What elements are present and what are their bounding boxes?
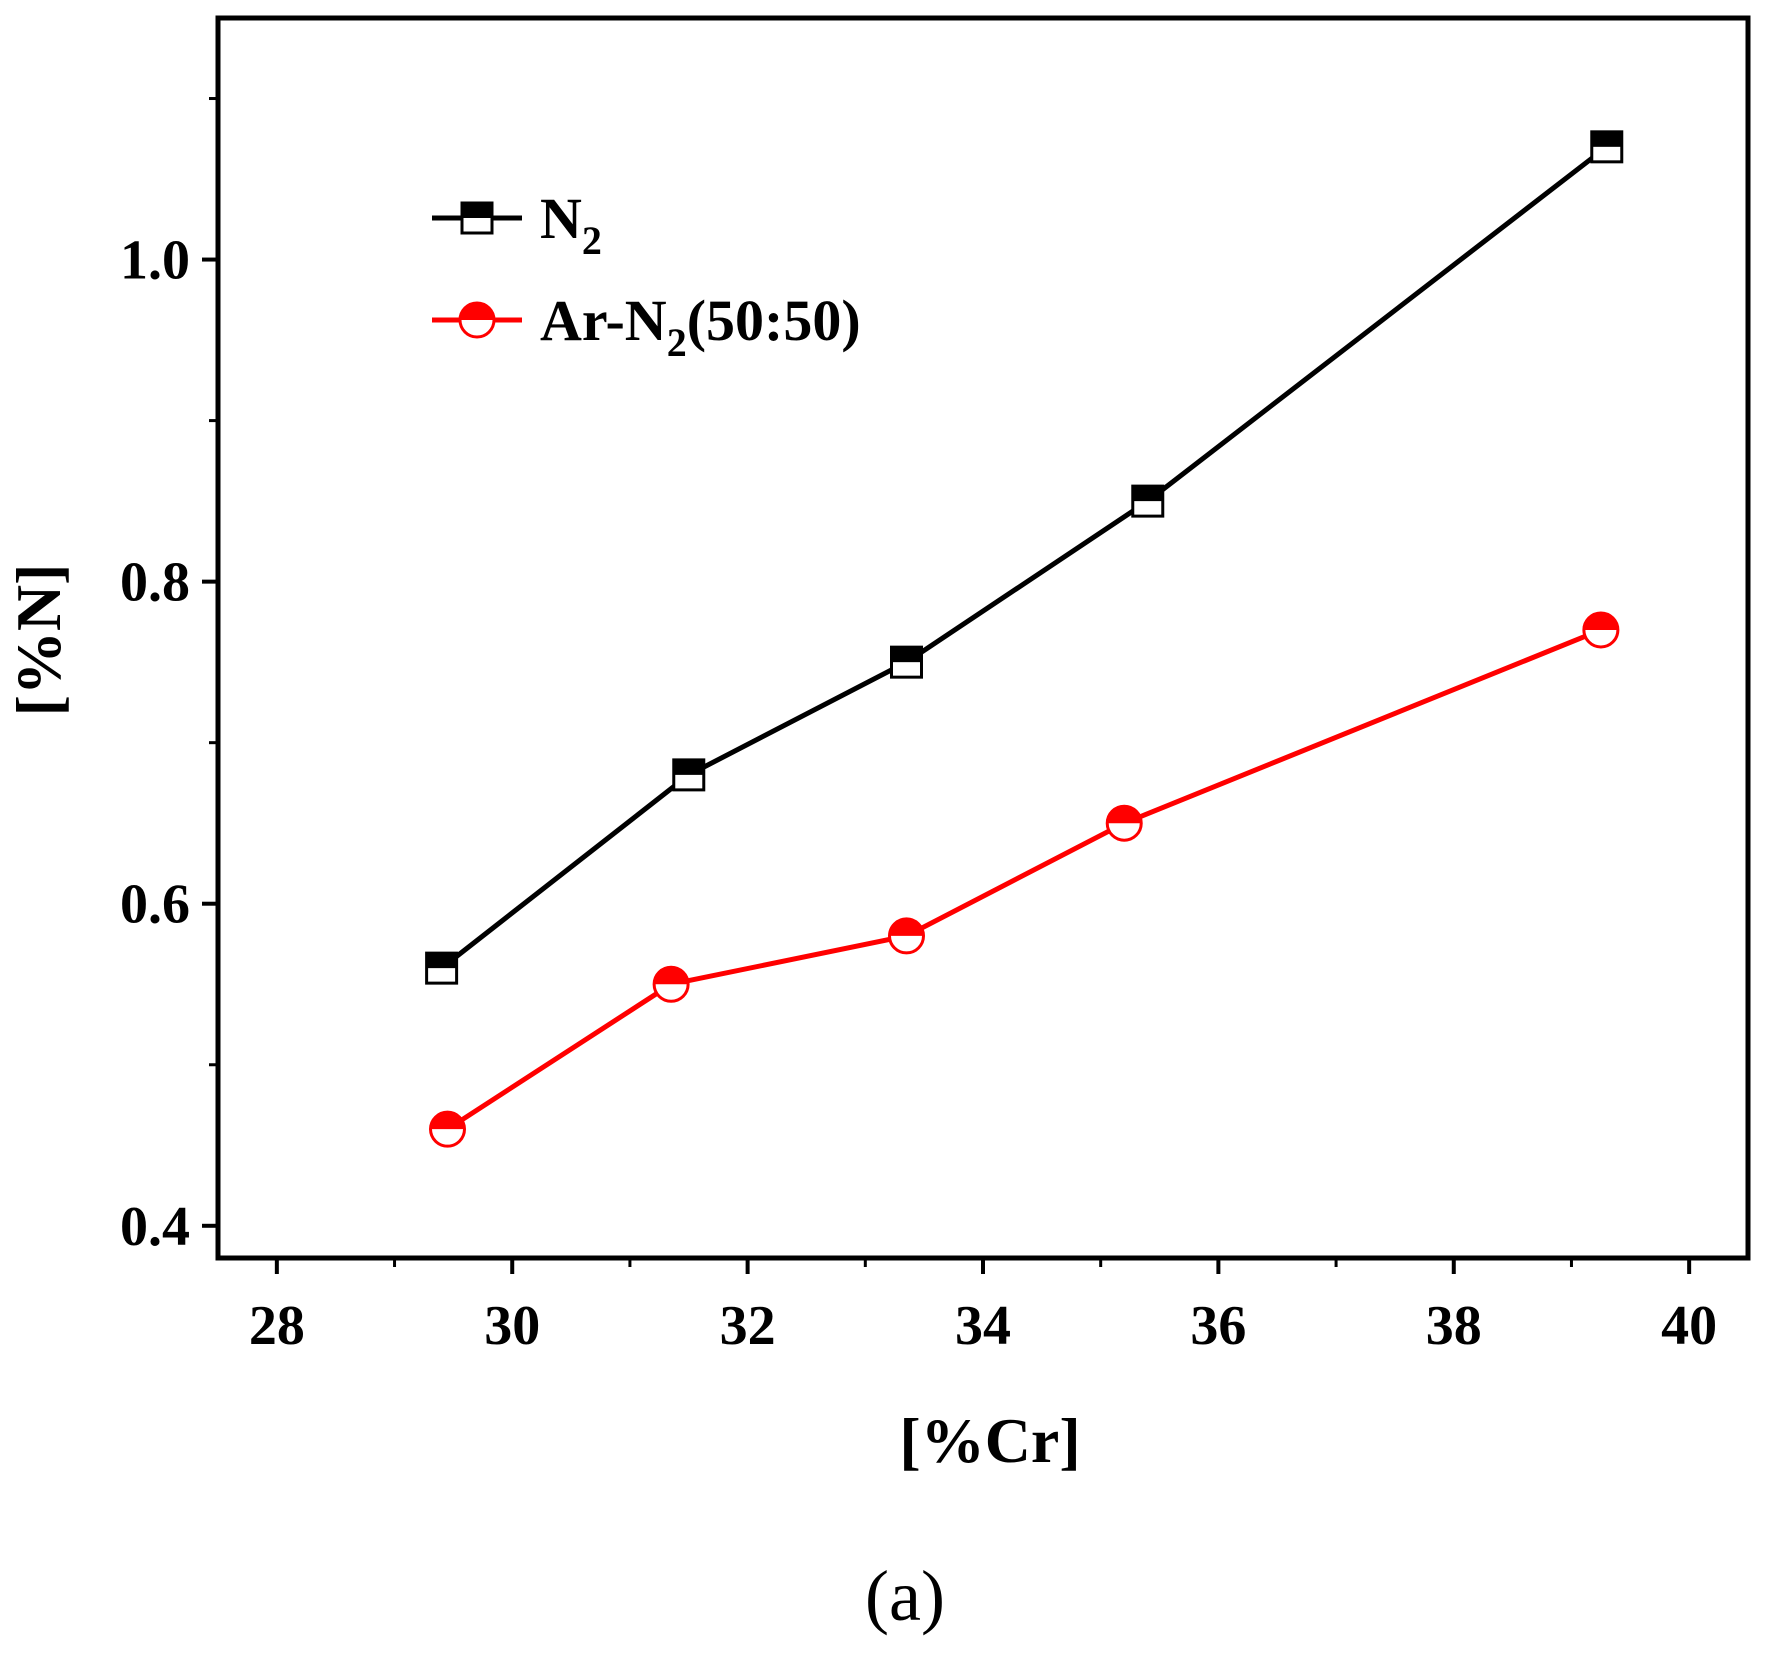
data-point-fill [430,1112,465,1130]
y-tick-label: 1.0 [120,230,190,292]
x-tick-label: 38 [1426,1295,1482,1357]
data-point-fill [654,967,689,985]
plot-frame [215,15,1751,1261]
data-point-fill [673,759,704,775]
x-axis-title: [%Cr] [899,1405,1080,1476]
legend-item-2: Ar-N2(50:50) [432,288,861,365]
figure-caption: (a) [865,1556,945,1636]
data-point-fill [426,953,457,969]
x-tick-label: 28 [249,1295,305,1357]
series-1 [425,130,1624,985]
data-point-fill [1583,612,1618,630]
data-point-fill [1132,486,1163,502]
x-tick-label: 30 [484,1295,540,1357]
legend-item-1: N2 [432,186,602,263]
series-line [440,144,1609,971]
series-2 [429,611,1620,1148]
x-tick-label: 32 [720,1295,776,1357]
y-tick-label: 0.4 [120,1196,190,1258]
legend-marker-fill [460,303,494,320]
data-point-fill [889,918,924,936]
x-tick-label: 40 [1661,1295,1717,1357]
x-tick-label: 34 [955,1295,1011,1357]
y-tick-label: 0.8 [120,552,190,614]
legend-label: N2 [540,186,602,263]
legend: N2 Ar-N2(50:50) [432,186,861,365]
legend-label: Ar-N2(50:50) [540,288,861,365]
y-tick-label: 0.6 [120,874,190,936]
series-line [446,627,1602,1132]
axis-tick-labels: 28 30 32 34 36 38 40 0.4 0.6 0.8 1.0 [120,230,1717,1357]
data-point-fill [891,647,922,663]
data-series [425,130,1624,1148]
data-point-fill [1591,131,1622,147]
x-tick-label: 36 [1190,1295,1246,1357]
legend-marker-fill [462,203,492,218]
y-axis-title: [%N] [3,564,74,717]
data-point-fill [1107,806,1142,824]
